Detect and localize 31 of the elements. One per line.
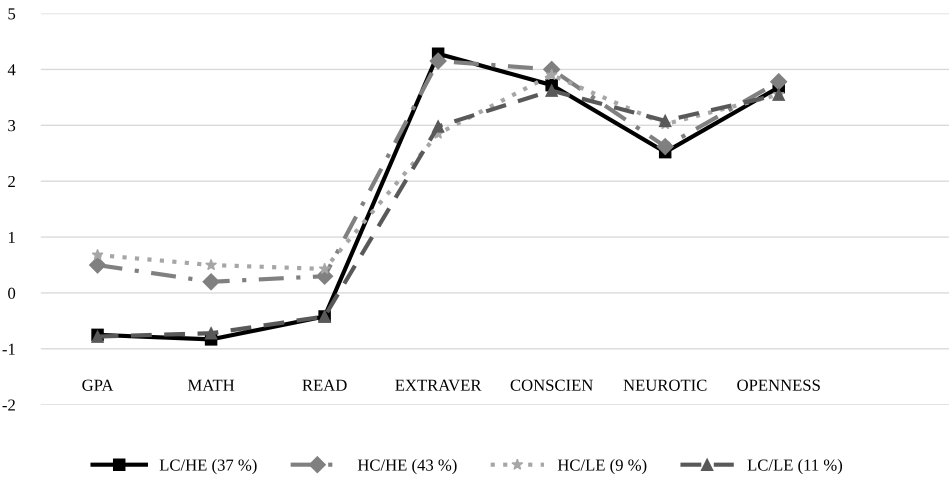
point xyxy=(430,52,447,70)
point xyxy=(318,262,331,274)
point xyxy=(545,84,558,97)
y-tick-label: -1 xyxy=(2,344,15,355)
point xyxy=(92,248,104,260)
legend-label: LC/HE (37 %) xyxy=(160,458,257,474)
y-tick-label: 5 xyxy=(8,8,16,20)
legend-label: HC/HE (43 %) xyxy=(358,458,457,474)
legend-label: HC/LE (9 %) xyxy=(558,458,646,474)
y-tick-label: 3 xyxy=(8,120,16,132)
y-tick-label: 4 xyxy=(8,64,16,76)
x-tick-label: MATH xyxy=(188,380,234,391)
y-tick-label: 0 xyxy=(8,288,16,299)
point xyxy=(204,326,218,340)
point xyxy=(656,138,674,156)
legend-label: LC/LE (11 %) xyxy=(748,458,842,474)
point xyxy=(770,73,788,90)
x-tick-label: CONSCIEN xyxy=(510,380,593,391)
point xyxy=(202,273,220,290)
y-tick-label: 2 xyxy=(8,176,15,187)
y-tick-label: -2 xyxy=(2,400,15,411)
y-tick-label: 1 xyxy=(8,232,15,243)
x-tick-label: READ xyxy=(302,380,347,391)
point xyxy=(205,258,218,270)
x-tick-label: NEUROTIC xyxy=(624,380,706,391)
point xyxy=(89,256,106,274)
x-tick-label: OPENNESS xyxy=(737,380,820,391)
point xyxy=(432,120,444,133)
x-tick-label: EXTRAVER xyxy=(395,380,482,391)
x-tick-label: GPA xyxy=(82,380,114,391)
point xyxy=(658,114,672,128)
